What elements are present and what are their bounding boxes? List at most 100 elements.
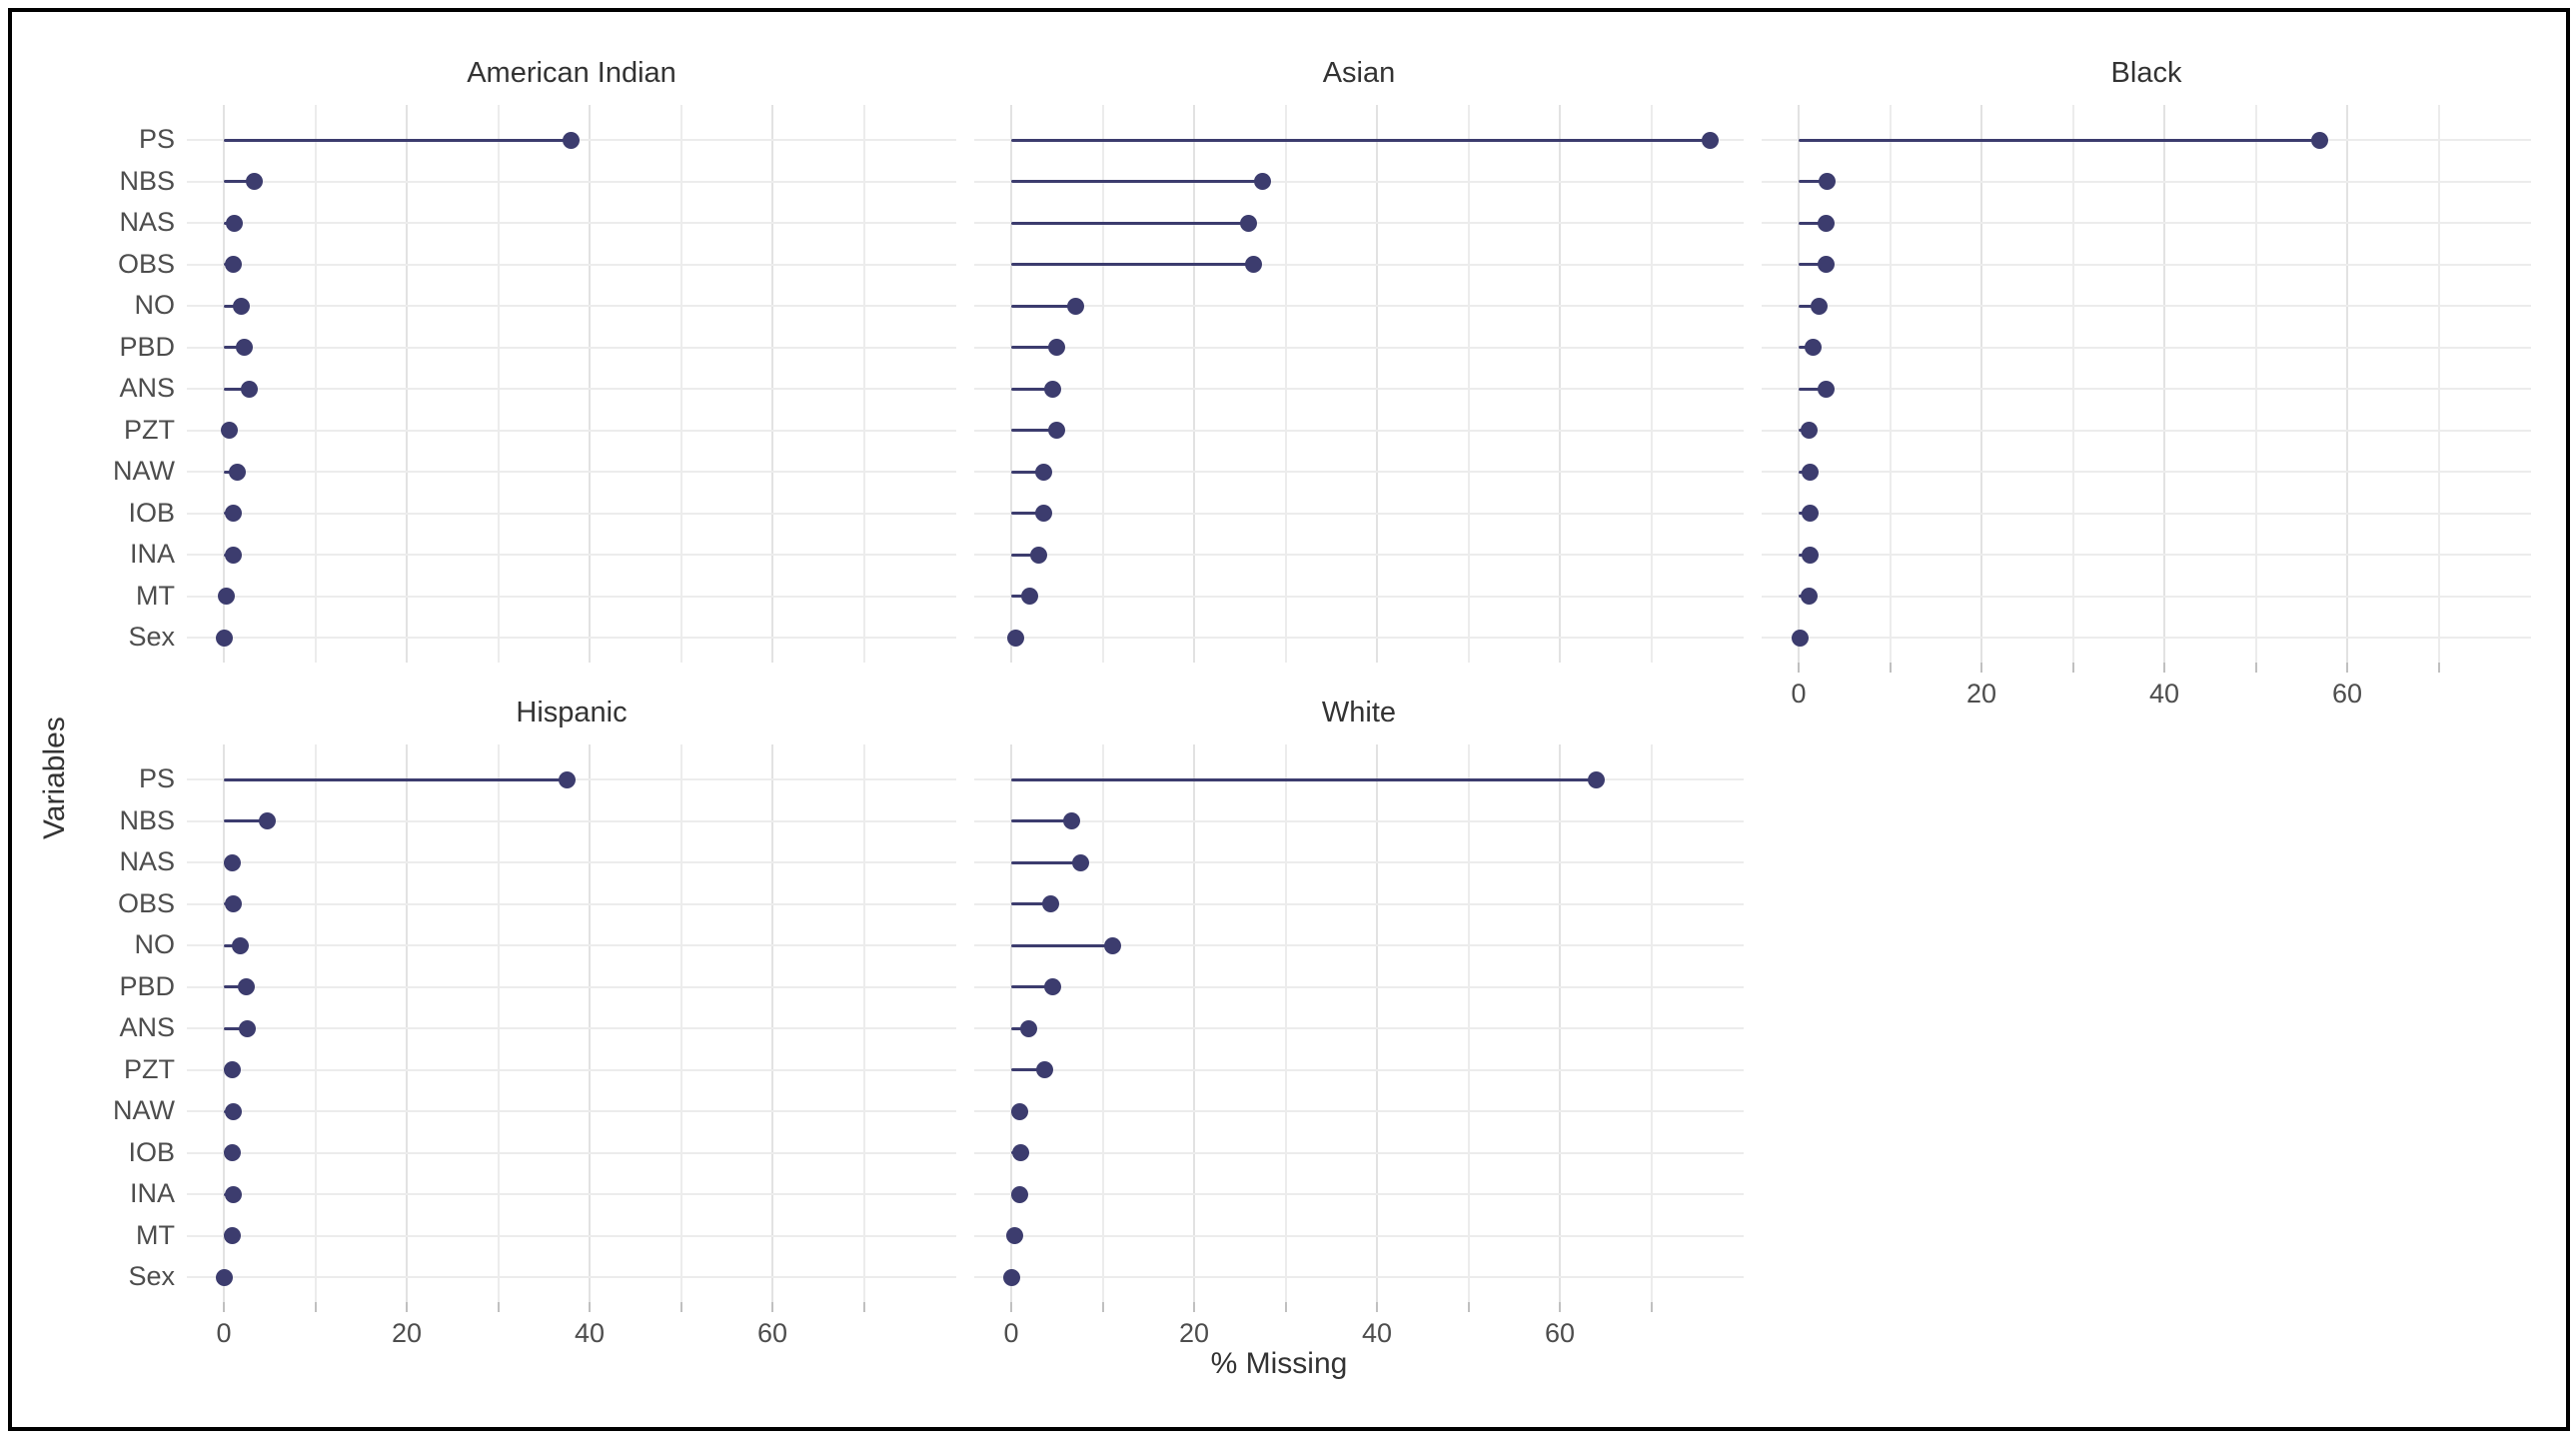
data-point: [1702, 131, 1720, 149]
y-axis-label-ina: INA: [129, 1178, 175, 1208]
data-point: [1104, 936, 1122, 954]
x-axis-tick-label: 40: [574, 1318, 606, 1348]
y-gridline: [187, 1276, 956, 1278]
x-gridline: [1467, 744, 1470, 1302]
y-gridline: [187, 1193, 956, 1195]
lollipop-stem: [224, 819, 268, 822]
data-point: [1800, 588, 1818, 605]
data-point: [238, 978, 256, 995]
y-gridline: [187, 263, 956, 266]
y-axis-label-ina: INA: [129, 539, 175, 569]
y-gridline: [187, 554, 956, 556]
y-gridline: [974, 819, 1744, 822]
x-axis-tick: [679, 1302, 682, 1312]
y-gridline: [187, 512, 956, 515]
x-gridline: [497, 744, 500, 1302]
data-point: [224, 1185, 242, 1203]
lollipop-stem: [224, 138, 572, 142]
lollipop-stem: [1011, 470, 1044, 474]
y-gridline: [974, 902, 1744, 905]
facet-panel-white: [974, 744, 1744, 1302]
facet-title-asian: Asian: [1322, 57, 1396, 89]
x-gridline: [1284, 744, 1287, 1302]
y-gridline: [187, 595, 956, 598]
y-gridline: [974, 1276, 1744, 1278]
y-gridline: [974, 861, 1744, 863]
lollipop-stem: [1011, 595, 1030, 598]
data-point: [1048, 422, 1066, 439]
y-gridline: [187, 1234, 956, 1237]
x-axis-tick-label: 0: [1003, 1318, 1019, 1348]
y-gridline: [974, 1110, 1744, 1112]
data-point: [1817, 214, 1835, 232]
y-gridline: [1762, 180, 2531, 183]
data-point: [1244, 256, 1262, 273]
data-point: [1043, 978, 1061, 995]
y-axis-label-pzt: PZT: [124, 414, 175, 445]
y-gridline: [187, 388, 956, 390]
y-gridline: [974, 471, 1744, 473]
y-gridline: [187, 944, 956, 946]
x-gridline: [1193, 105, 1195, 663]
facet-title-hispanic: Hispanic: [516, 697, 628, 728]
y-axis-label-iob: IOB: [128, 1136, 175, 1167]
data-point: [1011, 1144, 1029, 1161]
x-axis-tick-label: 60: [1544, 1318, 1576, 1348]
data-point: [1034, 505, 1052, 522]
y-gridline: [974, 1193, 1744, 1195]
data-point: [226, 214, 244, 232]
x-gridline: [679, 105, 682, 663]
x-gridline: [1193, 744, 1195, 1302]
y-axis-title: Variables: [38, 717, 71, 839]
y-axis-label-nas: NAS: [119, 207, 175, 237]
facet-panel-asian: [974, 105, 1744, 663]
x-axis-tick: [1467, 1302, 1470, 1312]
lollipop-stem: [1799, 304, 1820, 308]
data-point: [218, 588, 236, 605]
y-axis-label-no: NO: [134, 290, 176, 320]
y-axis-label-ps: PS: [138, 763, 175, 793]
data-point: [1003, 1268, 1021, 1286]
data-point: [235, 339, 253, 356]
y-gridline: [974, 637, 1744, 639]
y-gridline: [974, 263, 1744, 266]
y-gridline: [974, 1068, 1744, 1071]
y-gridline: [1762, 429, 2531, 432]
facet-panel-hispanic: [187, 744, 956, 1302]
data-point: [1805, 339, 1823, 356]
y-axis-label-mt: MT: [136, 1219, 175, 1250]
lollipop-stem: [224, 985, 247, 988]
y-gridline: [187, 471, 956, 473]
data-point: [1802, 463, 1820, 481]
data-point: [2311, 131, 2329, 149]
x-gridline: [1101, 744, 1104, 1302]
data-point: [558, 770, 576, 788]
x-axis-tick: [2163, 663, 2165, 673]
x-axis-tick: [314, 1302, 317, 1312]
x-gridline: [1559, 105, 1561, 663]
x-axis-tick-label: 60: [2331, 679, 2363, 709]
x-gridline: [1650, 744, 1653, 1302]
y-gridline: [187, 1110, 956, 1112]
data-point: [1810, 297, 1828, 315]
x-axis-tick: [771, 1302, 773, 1312]
x-axis-tick: [2071, 663, 2074, 673]
y-gridline: [974, 305, 1744, 307]
y-gridline: [187, 819, 956, 822]
y-gridline: [187, 861, 956, 863]
x-gridline: [314, 105, 317, 663]
y-axis-label-obs: OBS: [117, 887, 175, 918]
data-point: [223, 1144, 241, 1161]
y-gridline: [974, 985, 1744, 988]
x-axis-tick: [1798, 663, 1800, 673]
data-point: [1817, 380, 1835, 398]
y-gridline: [974, 388, 1744, 390]
data-point: [563, 131, 581, 149]
x-gridline: [1284, 105, 1287, 663]
lollipop-stem: [224, 304, 242, 308]
x-gridline: [1376, 744, 1378, 1302]
y-gridline: [1762, 222, 2531, 224]
x-gridline: [1650, 105, 1653, 663]
y-gridline: [974, 512, 1744, 515]
x-axis-tick: [589, 1302, 591, 1312]
